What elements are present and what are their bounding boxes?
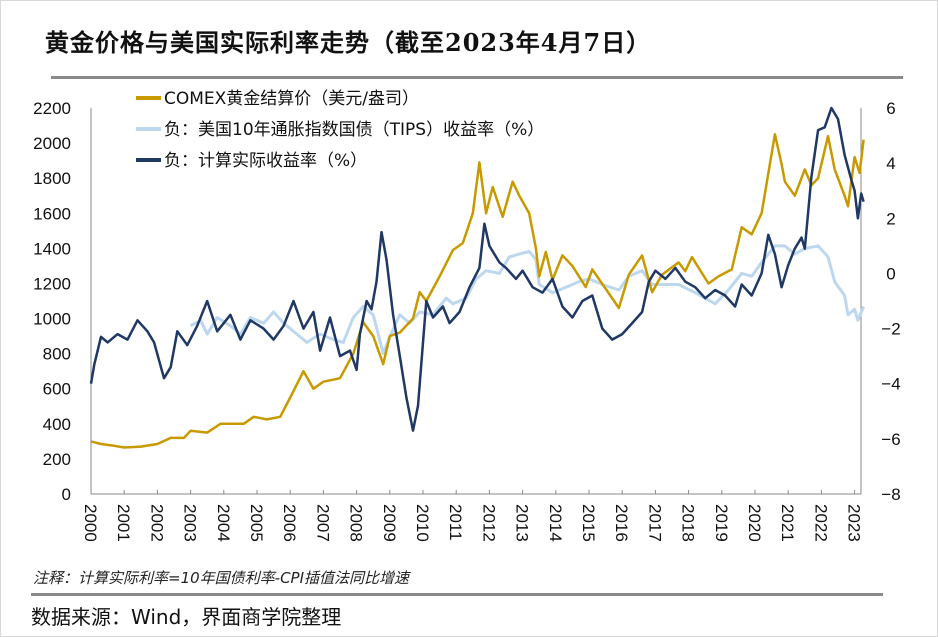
source-divider bbox=[31, 593, 883, 596]
x-tick-label: 2006 bbox=[280, 504, 299, 542]
x-tick-label: 2023 bbox=[845, 504, 864, 542]
left-tick-label: 2000 bbox=[33, 134, 71, 153]
x-tick-label: 2003 bbox=[181, 504, 200, 542]
right-tick-label: −6 bbox=[881, 430, 900, 449]
left-tick-label: 1800 bbox=[33, 169, 71, 188]
series-line-3 bbox=[89, 106, 865, 432]
x-tick-label: 2020 bbox=[745, 504, 764, 542]
series-line-1 bbox=[90, 133, 865, 449]
x-tick-label: 2014 bbox=[546, 504, 565, 542]
right-tick-label: −4 bbox=[881, 375, 900, 394]
x-tick-label: 2018 bbox=[679, 504, 698, 542]
legend-label-2: 负：美国10年通胀指数国债（TIPS）收益率（%） bbox=[164, 120, 544, 140]
x-tick-label: 2002 bbox=[147, 504, 166, 542]
right-tick-label: −2 bbox=[881, 320, 900, 339]
x-tick-label: 2015 bbox=[579, 504, 598, 542]
x-tick-label: 2019 bbox=[712, 504, 731, 542]
chart-source: 数据来源：Wind，界面商学院整理 bbox=[31, 605, 342, 629]
left-tick-label: 400 bbox=[43, 415, 71, 434]
left-tick-label: 1600 bbox=[33, 204, 71, 223]
left-tick-label: 1400 bbox=[33, 239, 71, 258]
left-tick-label: 2200 bbox=[33, 99, 71, 118]
x-tick-label: 2017 bbox=[645, 504, 664, 542]
x-tick-label: 2016 bbox=[612, 504, 631, 542]
x-tick-label: 2008 bbox=[347, 504, 366, 542]
right-tick-label: 6 bbox=[886, 99, 895, 118]
x-tick-label: 2007 bbox=[313, 504, 332, 542]
legend-label-3: 负：计算实际收益率（%） bbox=[164, 151, 367, 171]
left-tick-label: 1000 bbox=[33, 310, 71, 329]
x-tick-label: 2005 bbox=[247, 504, 266, 542]
legend-label-1: COMEX黄金结算价（美元/盎司） bbox=[164, 89, 419, 109]
right-tick-label: −8 bbox=[881, 485, 900, 504]
x-tick-label: 2013 bbox=[513, 504, 532, 542]
left-tick-label: 1200 bbox=[33, 274, 71, 293]
series-line-2 bbox=[189, 244, 865, 355]
x-tick-label: 2011 bbox=[446, 504, 465, 541]
x-tick-label: 2021 bbox=[778, 504, 797, 542]
x-tick-label: 2010 bbox=[413, 504, 432, 542]
title-divider bbox=[51, 76, 903, 79]
right-tick-label: 0 bbox=[886, 264, 895, 283]
x-tick-label: 2001 bbox=[114, 504, 133, 542]
left-tick-label: 800 bbox=[43, 345, 71, 364]
left-tick-label: 0 bbox=[62, 485, 71, 504]
x-tick-label: 2000 bbox=[81, 504, 100, 542]
right-tick-label: 4 bbox=[886, 154, 895, 173]
left-tick-label: 200 bbox=[43, 450, 71, 469]
x-tick-label: 2012 bbox=[479, 504, 498, 542]
chart-title: 黄金价格与美国实际利率走势（截至2023年4月7日） bbox=[45, 28, 652, 57]
chart-note: 注释：计算实际利率=10年国债利率-CPI插值法同比增速 bbox=[33, 569, 410, 587]
x-tick-label: 2022 bbox=[811, 504, 830, 542]
left-tick-label: 600 bbox=[43, 380, 71, 399]
x-tick-label: 2004 bbox=[214, 504, 233, 542]
x-tick-label: 2009 bbox=[380, 504, 399, 542]
right-tick-label: 2 bbox=[886, 209, 895, 228]
